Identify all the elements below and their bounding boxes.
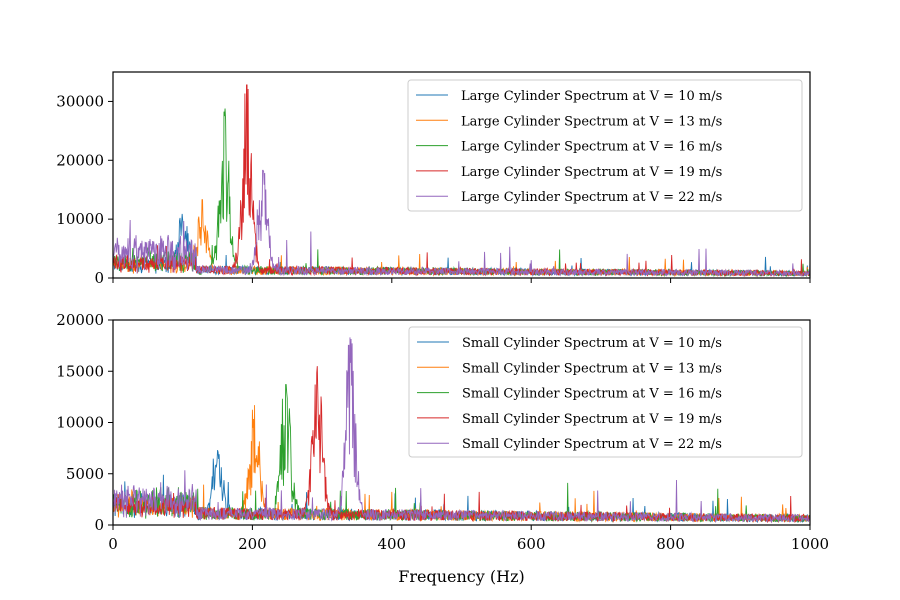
subplot-bottom-xtick-label: 800 [656,535,685,553]
subplot-top-legend-label-2: Large Cylinder Spectrum at V = 13 m/s [461,114,722,129]
subplot-bottom-legend-label-1: Small Cylinder Spectrum at V = 10 m/s [462,336,722,351]
subplot-top-ytick-label: 0 [94,269,104,287]
subplot-bottom-xtick-label: 600 [517,535,546,553]
subplot-top-series-3-line [113,108,810,278]
subplot-bottom-ytick-label: 0 [94,516,104,534]
subplot-bottom-legend-label-4: Small Cylinder Spectrum at V = 19 m/s [462,412,722,427]
subplot-bottom-plot-area [113,337,810,524]
subplot-top-series-5-line [113,169,810,278]
subplot-top-legend-box [407,79,803,212]
subplot-top-ytick-label: 10000 [56,210,104,228]
subplot-top-legend-label-5: Large Cylinder Spectrum at V = 22 m/s [461,190,722,205]
subplot-top-axes-frame [112,71,811,279]
subplot-bottom-ytick-label: 5000 [66,465,104,483]
subplot-bottom-legend: Small Cylinder Spectrum at V = 10 m/s Sma… [408,326,803,458]
subplot-bottom-legend-box [408,326,803,458]
subplot-top-plot-area [113,84,810,278]
subplot-bottom-series-5-line [113,337,810,524]
subplot-bottom-xtick-label: 400 [377,535,406,553]
subplot-top-legend-label-3: Large Cylinder Spectrum at V = 16 m/s [461,140,722,155]
subplot-top-ytick-label: 20000 [56,151,104,169]
subplot-bottom-legend-label-2: Small Cylinder Spectrum at V = 13 m/s [462,361,722,376]
subplot-bottom-ytick-label: 15000 [56,362,104,380]
subplot-bottom-legend-label-5: Small Cylinder Spectrum at V = 22 m/s [462,437,722,452]
subplot-bottom-ytick-label: 10000 [56,414,104,432]
subplot-top-legend-label-4: Large Cylinder Spectrum at V = 19 m/s [461,165,722,180]
subplot-bottom-xtick-label: 200 [238,535,267,553]
subplot-bottom-ytick-label: 20000 [56,311,104,329]
subplot-top-legend: Large Cylinder Spectrum at V = 10 m/s Lar… [407,79,803,212]
subplot-bottom-legend-label-3: Small Cylinder Spectrum at V = 16 m/s [462,387,722,402]
subplot-bottom-xtick-label: 1000 [791,535,829,553]
subplot-top-legend-label-1: Large Cylinder Spectrum at V = 10 m/s [461,89,722,104]
subplot-bottom-xlabel: Frequency (Hz) [398,567,525,586]
subplot-top-ytick-label: 30000 [56,92,104,110]
subplot-bottom-xtick-label: 0 [108,535,118,553]
